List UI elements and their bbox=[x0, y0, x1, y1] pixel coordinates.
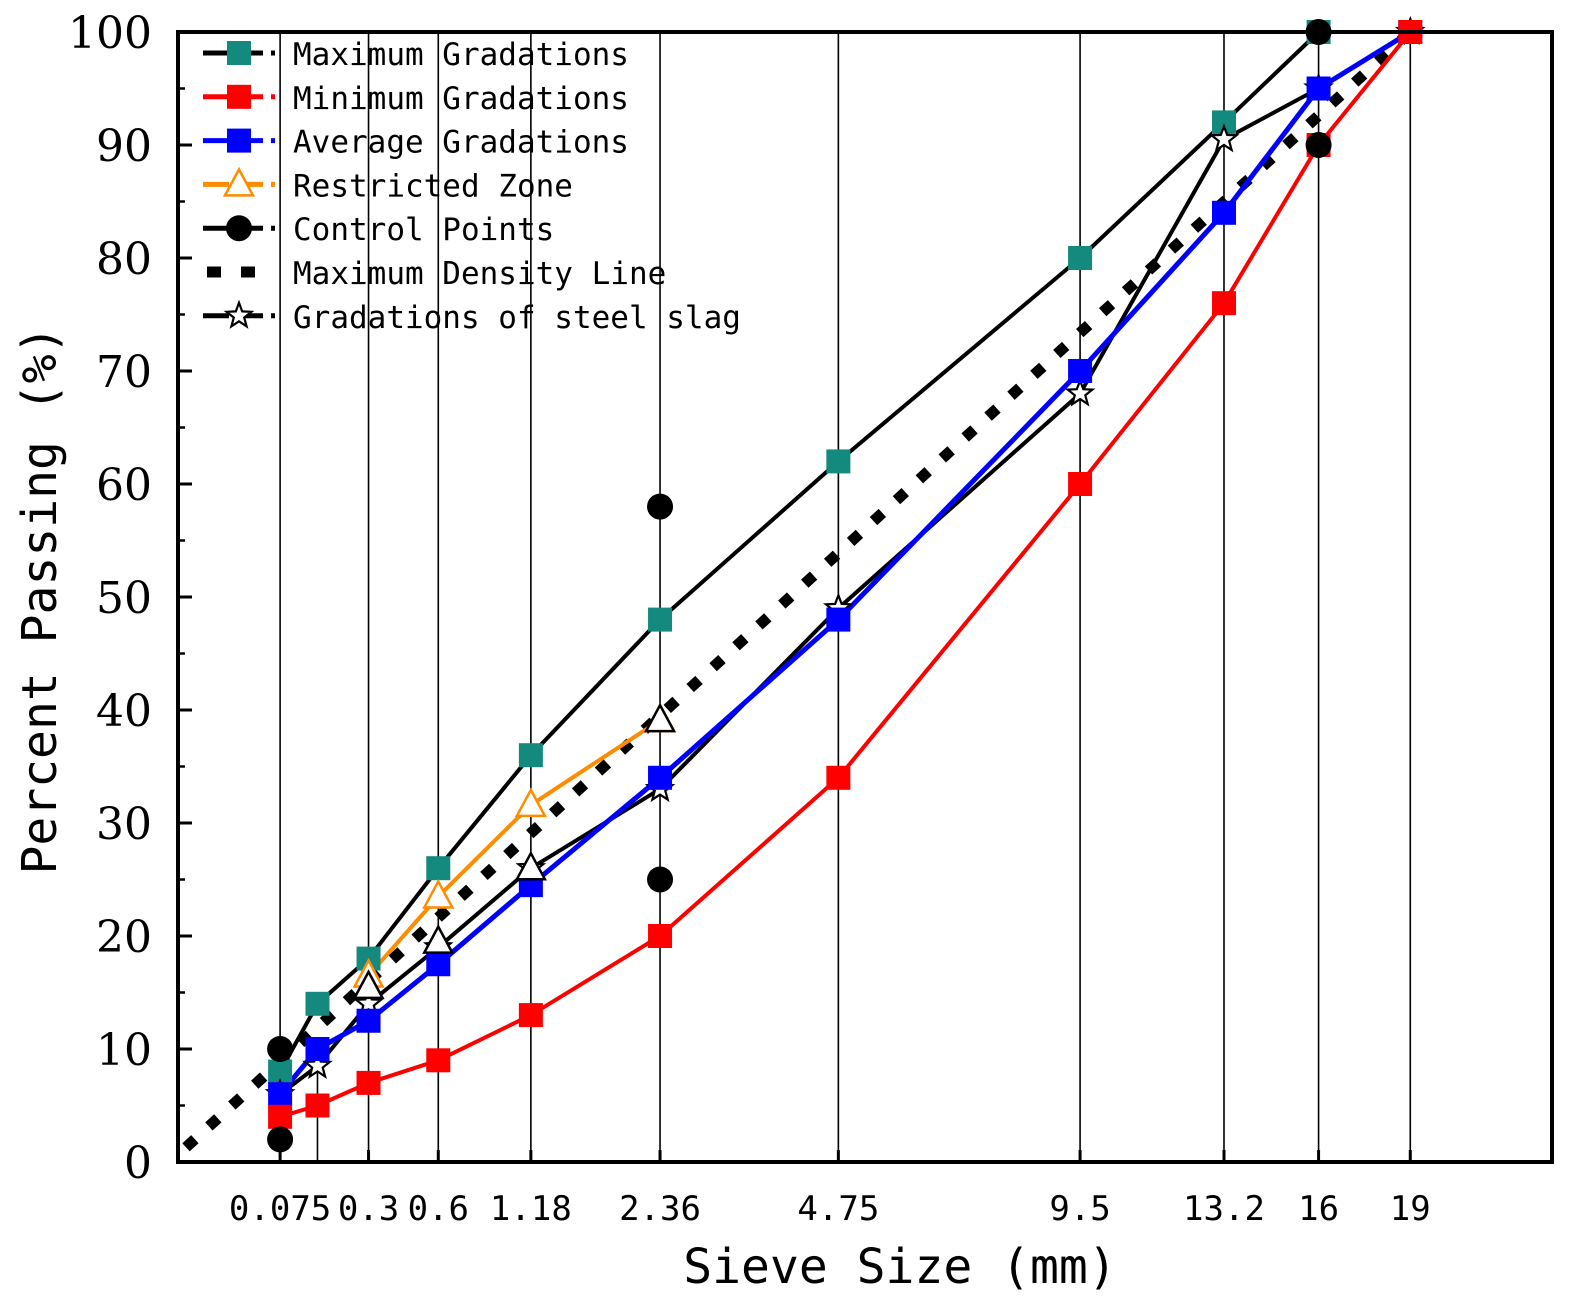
y-tick-label-30: 30 bbox=[96, 799, 152, 850]
legend-swatch-marker-control-points bbox=[226, 215, 252, 242]
legend-item-minimum-gradations: Minimum Gradations bbox=[203, 81, 629, 117]
maximum-gradations-marker-8 bbox=[1211, 110, 1236, 135]
restricted-zone-lower-marker-2 bbox=[514, 850, 547, 881]
legend-label-restricted-zone: Restricted Zone bbox=[293, 168, 573, 204]
x-tick-label-1.18: 1.18 bbox=[490, 1189, 572, 1229]
y-tick-label-70: 70 bbox=[96, 347, 152, 398]
average-gradations-marker-7 bbox=[1068, 359, 1093, 383]
minimum-gradations-marker-6 bbox=[826, 765, 851, 790]
restricted-zone-lower-marker-1 bbox=[422, 924, 455, 954]
maximum-gradations-marker-4 bbox=[518, 743, 543, 768]
legend-label-maximum-gradations: Maximum Gradations bbox=[293, 37, 629, 73]
markers-layer bbox=[264, 15, 1426, 1153]
restricted-zone-marker-2 bbox=[514, 787, 547, 818]
restricted-zone-lower-marker-0 bbox=[352, 969, 385, 1000]
legend-item-restricted-zone: Restricted Zone bbox=[203, 166, 573, 204]
axes-layer: 0 10 20 30 40 50 60 70 80 90 100 0.075 0.3 0.6 1.18 2.3… bbox=[68, 8, 1431, 1229]
legend-swatch-marker-maximum-gradations bbox=[227, 41, 251, 65]
control-points-marker-0 bbox=[267, 1126, 294, 1153]
legend-swatch-marker-minimum-gradations bbox=[227, 84, 251, 109]
y-tick-label-40: 40 bbox=[96, 686, 152, 737]
y-tick-label-60: 60 bbox=[96, 460, 152, 511]
legend-item-maximum-density-line: Maximum Density Line bbox=[207, 256, 666, 292]
minimum-gradations-marker-3 bbox=[426, 1048, 451, 1073]
minimum-gradations-marker-2 bbox=[356, 1070, 381, 1095]
gradations-of-steel-slag-marker-8 bbox=[1208, 123, 1240, 153]
gradations-of-steel-slag-marker-7 bbox=[1064, 377, 1096, 407]
control-points-marker-2 bbox=[647, 866, 674, 893]
x-axis-title: Sieve Size (mm) bbox=[683, 1239, 1116, 1295]
minimum-gradations-marker-8 bbox=[1211, 291, 1236, 316]
legend-item-gradations-of-steel-slag: Gradations of steel slag bbox=[203, 299, 741, 336]
legend-swatch-marker-gradations-of-steel-slag bbox=[223, 299, 255, 329]
x-tick-label-0.075: 0.075 bbox=[229, 1189, 331, 1229]
maximum-gradations-marker-6 bbox=[826, 449, 851, 474]
maximum-gradations-line bbox=[278, 30, 1320, 1073]
average-gradations-marker-3 bbox=[426, 952, 451, 977]
y-tick-label-50: 50 bbox=[96, 573, 152, 624]
y-tick-label-0: 0 bbox=[124, 1138, 152, 1189]
legend-swatch-marker-restricted-zone bbox=[222, 166, 256, 197]
legend-label-control-points: Control Points bbox=[293, 212, 554, 248]
restricted-zone-line bbox=[367, 718, 662, 977]
legend-label-minimum-gradations: Minimum Gradations bbox=[293, 81, 629, 117]
y-tick-label-90: 90 bbox=[96, 121, 152, 172]
minimum-gradations-marker-4 bbox=[518, 1003, 543, 1028]
maximum-gradations-marker-3 bbox=[426, 856, 451, 881]
y-tick-label-80: 80 bbox=[96, 234, 152, 285]
legend: Maximum Gradations Minimum Gradations Aver… bbox=[203, 37, 741, 336]
maximum-gradations-marker-5 bbox=[648, 607, 673, 632]
minimum-gradations-marker-5 bbox=[648, 924, 673, 948]
legend-swatch-marker-average-gradations bbox=[227, 128, 251, 153]
maximum-gradations-marker-7 bbox=[1068, 246, 1093, 270]
control-points-marker-4 bbox=[1305, 132, 1332, 158]
average-gradations-marker-0 bbox=[268, 1082, 293, 1107]
legend-item-control-points: Control Points bbox=[203, 212, 554, 248]
average-gradations-marker-5 bbox=[648, 765, 673, 790]
y-tick-label-10: 10 bbox=[96, 1025, 152, 1076]
gradations-of-steel-slag-marker-1 bbox=[302, 1049, 333, 1080]
legend-item-maximum-gradations: Maximum Gradations bbox=[203, 37, 629, 73]
restricted-zone-marker-1 bbox=[422, 878, 455, 909]
average-gradations-marker-6 bbox=[826, 607, 851, 632]
legend-label-gradations-of-steel-slag: Gradations of steel slag bbox=[293, 300, 741, 336]
x-tick-label-13.2: 13.2 bbox=[1183, 1189, 1265, 1229]
x-tick-label-9.5: 9.5 bbox=[1049, 1189, 1110, 1229]
x-tick-label-2.36: 2.36 bbox=[619, 1189, 701, 1229]
legend-label-average-gradations: Average Gradations bbox=[293, 125, 629, 161]
x-tick-label-0.3: 0.3 bbox=[338, 1189, 399, 1229]
average-gradations-marker-1 bbox=[305, 1037, 330, 1061]
legend-item-average-gradations: Average Gradations bbox=[203, 125, 629, 161]
average-gradations-marker-9 bbox=[1306, 76, 1331, 101]
x-tick-label-16: 16 bbox=[1298, 1189, 1339, 1229]
minimum-gradations-marker-7 bbox=[1068, 472, 1093, 496]
minimum-gradations-marker-0 bbox=[268, 1104, 293, 1129]
x-tick-label-0.6: 0.6 bbox=[408, 1189, 469, 1229]
legend-label-maximum-density-line: Maximum Density Line bbox=[293, 256, 666, 292]
restricted-zone-lower-marker-3 bbox=[643, 702, 677, 733]
control-points-marker-1 bbox=[267, 1036, 294, 1062]
control-points-marker-3 bbox=[647, 493, 674, 520]
y-tick-label-20: 20 bbox=[96, 912, 152, 963]
minimum-gradations-marker-1 bbox=[305, 1093, 330, 1118]
x-tick-label-4.75: 4.75 bbox=[797, 1189, 879, 1229]
maximum-gradations-marker-1 bbox=[305, 991, 330, 1016]
x-tick-label-19: 19 bbox=[1390, 1189, 1431, 1229]
y-tick-label-100: 100 bbox=[68, 8, 152, 59]
average-gradations-marker-8 bbox=[1211, 200, 1236, 225]
average-gradations-marker-2 bbox=[356, 1008, 381, 1033]
y-axis-title: Percent Passing (%) bbox=[12, 325, 68, 874]
